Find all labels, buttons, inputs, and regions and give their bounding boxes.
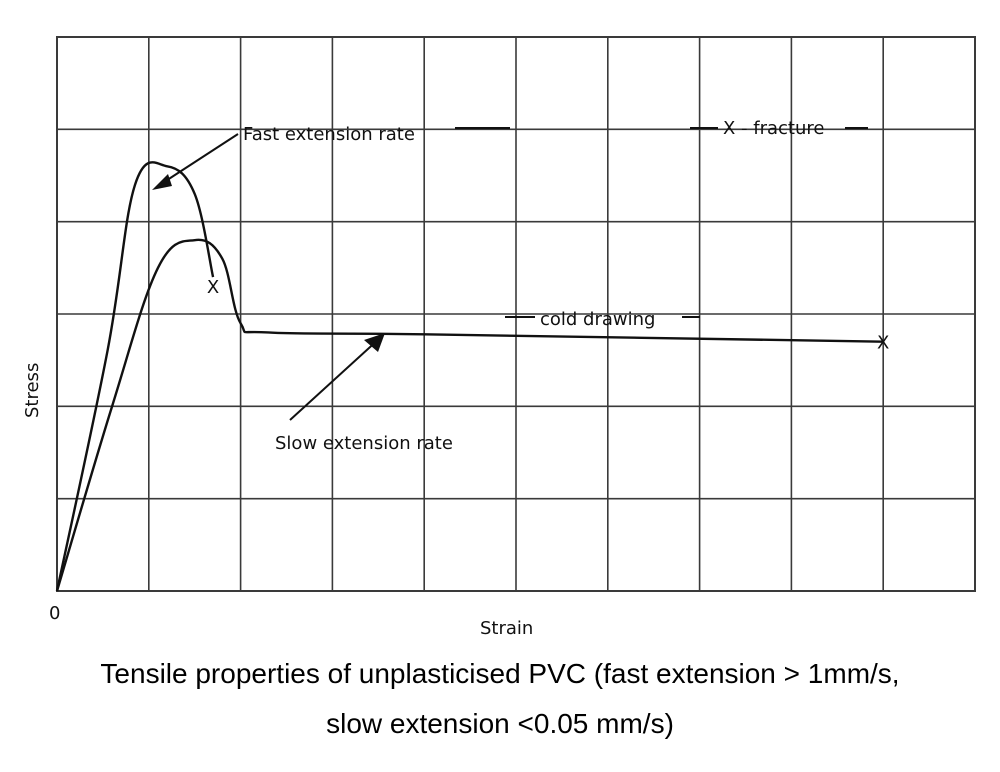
annotations: Fast extension rate X - fracture cold dr… (152, 118, 868, 454)
fast-rate-arrow (157, 133, 239, 187)
figure-caption-line-2: slow extension <0.05 mm/s) (326, 708, 674, 739)
fracture-marker-fast-extension-rate: X (207, 277, 219, 298)
annotation-slow-extension-rate: Slow extension rate (275, 433, 453, 454)
annotation-fast-extension-rate: Fast extension rate (243, 124, 415, 145)
figure-caption-line-1: Tensile properties of unplasticised PVC … (100, 658, 900, 689)
series-line-fast-extension-rate (55, 161, 215, 592)
fast-rate-arrowhead (152, 174, 172, 190)
annotation-x-fracture: X - fracture (723, 118, 824, 139)
y-axis-label: Stress (22, 363, 43, 418)
slow-rate-arrowhead (364, 333, 385, 352)
series-line-slow-extension-rate (55, 238, 884, 592)
origin-label: 0 (49, 603, 60, 624)
series-lines: XX (55, 161, 889, 592)
slow-rate-arrow (289, 337, 381, 421)
annotation-cold-drawing: cold drawing (540, 309, 655, 330)
x-axis-label: Strain (480, 618, 533, 639)
stress-strain-chart: XX Fast extension rate X - fracture cold… (22, 36, 976, 639)
grid (56, 36, 976, 592)
fracture-marker-slow-extension-rate: X (877, 333, 889, 354)
